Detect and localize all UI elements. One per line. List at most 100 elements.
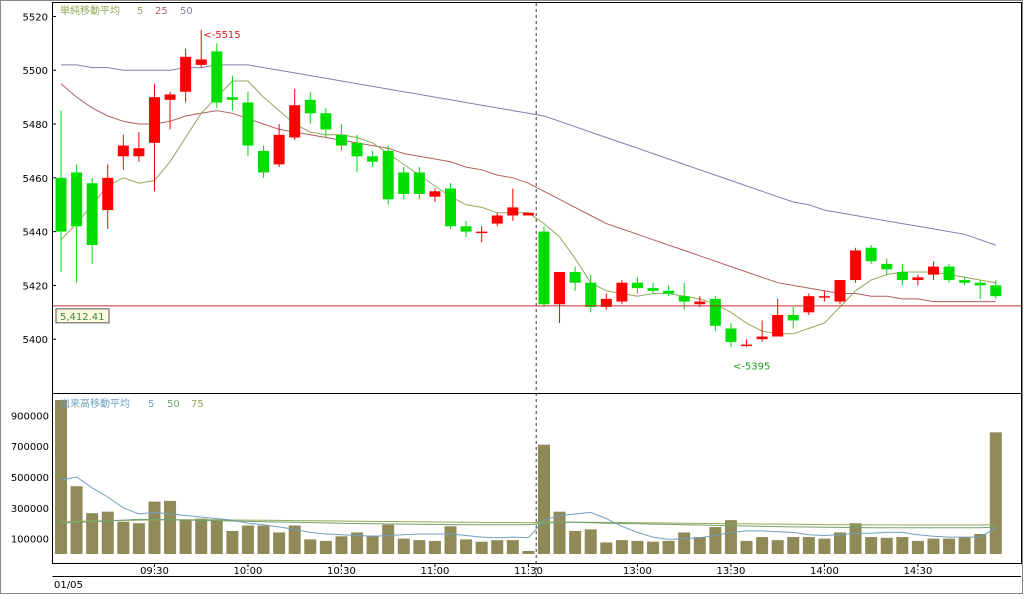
- volume-bar: [164, 500, 177, 554]
- candle: [382, 145, 394, 205]
- candle: [289, 89, 301, 141]
- volume-bar: [475, 541, 488, 554]
- volume-bar: [70, 486, 83, 554]
- candle-body: [881, 263, 893, 270]
- candle: [413, 167, 425, 200]
- price-legend-period-25: 25: [155, 6, 168, 17]
- volume-bar: [366, 535, 379, 554]
- candle-body: [772, 315, 784, 337]
- volume-bar: [600, 542, 613, 554]
- volume-bar: [771, 540, 784, 554]
- candle: [242, 91, 254, 157]
- candle-body: [538, 231, 550, 305]
- volume-bar: [849, 523, 862, 554]
- volume-bar: [382, 524, 395, 554]
- volume-bar: [241, 525, 254, 554]
- candle: [881, 258, 893, 275]
- volume-bar: [974, 533, 987, 554]
- candle-body: [569, 271, 581, 283]
- volume-tick-label: 500000: [11, 473, 49, 484]
- time-tick-label: 13:30: [717, 566, 746, 577]
- candle-body: [741, 344, 753, 347]
- volume-bar: [86, 513, 99, 554]
- volume-ma50-line: [60, 518, 996, 529]
- volume-bars: [55, 400, 1002, 554]
- volume-bar: [210, 520, 223, 554]
- volume-bar: [319, 540, 332, 554]
- volume-bar: [195, 518, 208, 554]
- candle-body: [382, 150, 394, 200]
- candle-body: [304, 99, 316, 114]
- volume-moving-average-lines: [60, 476, 997, 540]
- candle-body: [367, 156, 379, 162]
- volume-bar: [351, 532, 364, 554]
- volume-tick-label: 700000: [11, 442, 49, 453]
- time-tick-label: 10:30: [327, 566, 356, 577]
- candle-body: [522, 212, 534, 216]
- volume-bar: [506, 540, 519, 554]
- volume-bar: [756, 537, 769, 554]
- volume-legend: 出来高移動平均 5 50 75: [60, 397, 204, 410]
- candle: [631, 277, 643, 294]
- price-tick-label: 5440: [23, 228, 48, 239]
- price-legend-period-5: 5: [137, 6, 143, 17]
- volume-bar: [989, 432, 1002, 554]
- volume-bar: [662, 540, 675, 554]
- volume-bar: [818, 538, 831, 554]
- volume-bar: [958, 537, 971, 554]
- candle: [990, 280, 1002, 299]
- current-price-label: 5,412.41: [60, 312, 105, 323]
- volume-tick-label: 900000: [11, 411, 49, 422]
- price-tick-label: 5520: [23, 12, 48, 23]
- candle: [896, 263, 908, 286]
- candle-body: [148, 97, 160, 143]
- candle-body: [818, 296, 830, 298]
- candle: [460, 220, 472, 237]
- price-tick-label: 5480: [23, 120, 48, 131]
- moving-average-lines: [60, 64, 996, 335]
- candle: [522, 212, 534, 216]
- candle: [102, 164, 114, 229]
- candle: [834, 280, 846, 305]
- candle-body: [803, 296, 815, 313]
- volume-bar: [615, 540, 628, 554]
- volume-bar: [834, 532, 846, 554]
- candle: [476, 226, 488, 243]
- candle-body: [413, 172, 425, 194]
- price-tick-label: 5460: [23, 174, 48, 185]
- volume-bar: [148, 501, 161, 554]
- candle-body: [787, 315, 799, 321]
- current-price-box: [55, 308, 110, 324]
- candle-body: [663, 290, 675, 294]
- candle-body: [117, 145, 129, 157]
- candle: [865, 245, 877, 264]
- candle: [585, 274, 597, 313]
- high-marker-label: <-5515: [203, 30, 240, 41]
- volume-bar: [428, 540, 441, 554]
- candle-body: [647, 288, 659, 291]
- volume-bar: [880, 537, 893, 554]
- candle: [725, 323, 737, 348]
- candlesticks: [55, 29, 1002, 348]
- volume-legend-label: 出来高移動平均: [60, 397, 130, 410]
- candle-body: [476, 231, 488, 234]
- candle-body: [896, 271, 908, 281]
- date-label: 01/05: [54, 580, 83, 591]
- price-axis: 5400 5420 5440 5460 5480 5500 5520: [23, 12, 56, 346]
- candle: [912, 274, 924, 286]
- candle: [55, 110, 67, 272]
- volume-legend-period-50: 50: [167, 399, 180, 410]
- volume-bar: [179, 520, 192, 554]
- candle: [320, 107, 332, 138]
- candle: [211, 43, 223, 108]
- candle-body: [834, 280, 846, 302]
- candle-body: [460, 226, 472, 232]
- volume-bar: [257, 525, 270, 554]
- volume-bar: [537, 444, 550, 554]
- price-tick-label: 5400: [23, 335, 48, 346]
- time-tick-label: 14:30: [903, 566, 932, 577]
- time-tick-label: 13:00: [623, 566, 652, 577]
- candle-body: [289, 105, 301, 138]
- candle: [335, 124, 347, 151]
- volume-bar: [724, 520, 737, 554]
